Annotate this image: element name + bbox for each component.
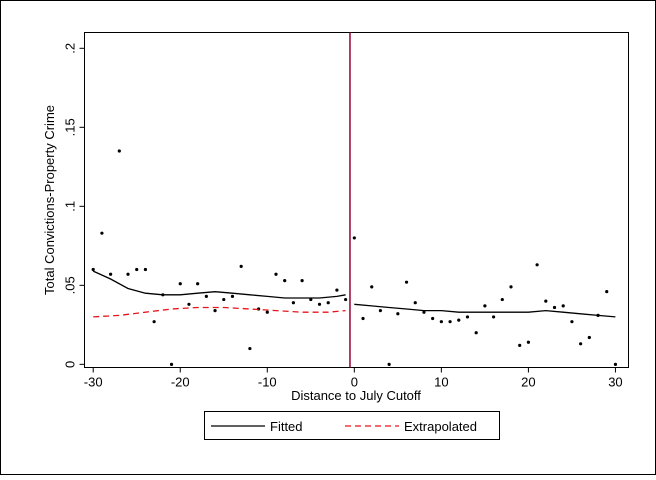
data-point (109, 272, 113, 276)
data-point (135, 267, 139, 272)
data-point (274, 272, 278, 276)
x-tick-label: 10 (434, 375, 448, 390)
data-point (91, 267, 95, 272)
data-point (378, 309, 383, 313)
data-point (126, 272, 130, 276)
data-point (178, 282, 182, 286)
data-point (457, 318, 461, 322)
x-axis: -30 -20 -10 0 10 20 30 (84, 367, 623, 390)
data-point (222, 297, 226, 302)
data-point (213, 309, 217, 313)
data-point (500, 297, 504, 302)
legend-extrapolated-label: Extrapolated (404, 419, 477, 434)
x-tick-label: -20 (171, 375, 190, 390)
data-point (552, 305, 557, 310)
data-point (413, 301, 417, 305)
data-point (448, 320, 452, 324)
data-point (422, 310, 426, 314)
data-point (483, 304, 487, 308)
data-point (326, 301, 330, 305)
plot-frame (84, 32, 629, 368)
series-line-extrapolated (93, 306, 346, 318)
y-axis: 0 .05 .1 .15 .2 (63, 43, 85, 368)
data-point (239, 264, 243, 268)
x-tick-label: -30 (84, 375, 103, 390)
data-point (300, 278, 304, 283)
x-tick-label: -10 (258, 375, 277, 390)
x-tick-label: 20 (521, 375, 535, 390)
data-point (169, 362, 174, 366)
data-point (317, 302, 322, 306)
data-point (291, 301, 295, 305)
data-point (204, 294, 208, 298)
y-tick-label: .2 (63, 43, 78, 54)
data-point (404, 280, 409, 284)
data-point (344, 297, 348, 302)
data-point (570, 320, 574, 324)
data-point (143, 267, 148, 272)
x-axis-label: Distance to July Cutoff (291, 388, 421, 403)
data-point (509, 285, 513, 289)
data-point (535, 263, 539, 267)
data-point (526, 340, 531, 344)
data-point (396, 312, 400, 316)
data-point (361, 316, 365, 321)
data-point (518, 343, 522, 347)
data-point (230, 294, 235, 298)
data-point (579, 342, 583, 346)
series-line-fitted (92, 270, 346, 299)
data-point (544, 299, 548, 303)
data-point (613, 362, 618, 366)
data-point (474, 331, 478, 335)
data-point (248, 346, 252, 351)
data-point (265, 310, 269, 314)
legend: Fitted Extrapolated (204, 411, 500, 440)
y-tick-label: 0 (63, 361, 78, 368)
data-point (152, 320, 156, 324)
data-point (387, 362, 391, 366)
legend-fitted-label: Fitted (270, 419, 303, 434)
data-point (431, 316, 435, 321)
data-point (309, 297, 313, 302)
scatter-points (91, 149, 618, 366)
data-point (605, 290, 609, 294)
series-line-fitted (354, 303, 616, 318)
x-tick-label: 0 (351, 375, 358, 390)
data-point (587, 335, 591, 340)
fit-lines (92, 270, 616, 318)
data-point (465, 315, 470, 319)
y-tick-label: .15 (63, 118, 78, 136)
data-point (491, 315, 496, 319)
data-point (439, 320, 443, 324)
x-tick-label: 30 (608, 375, 622, 390)
data-point (283, 278, 287, 283)
data-point (370, 285, 374, 289)
data-point (335, 288, 339, 292)
data-point (117, 149, 121, 153)
data-point (187, 302, 191, 306)
data-point (561, 304, 565, 308)
data-point (100, 231, 104, 235)
data-point (352, 236, 356, 240)
y-tick-label: .05 (63, 276, 78, 294)
data-point (196, 282, 200, 286)
y-axis-label: Total Convictions-Property Crime (42, 105, 57, 295)
y-tick-label: .1 (63, 201, 78, 212)
